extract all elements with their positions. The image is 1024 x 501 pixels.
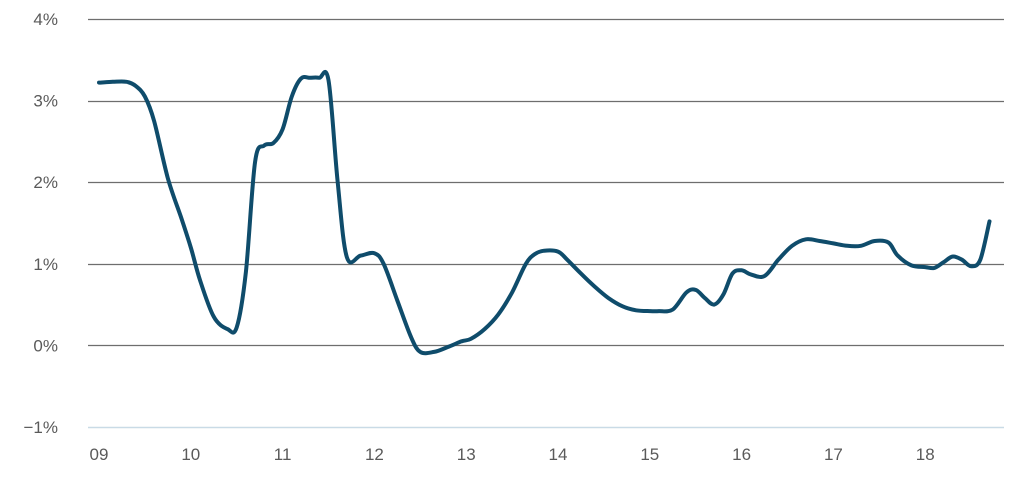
- y-tick-label: 2%: [33, 173, 58, 192]
- y-tick-label: 0%: [33, 336, 58, 355]
- x-tick-label: 13: [457, 445, 476, 464]
- x-tick-label: 14: [549, 445, 568, 464]
- x-tick-label: 16: [732, 445, 751, 464]
- x-tick-label: 09: [90, 445, 109, 464]
- x-tick-label: 15: [640, 445, 659, 464]
- x-tick-label: 18: [916, 445, 935, 464]
- x-axis-tick-labels: 09 10 11 12 13 14 15 16 17 18: [90, 445, 935, 464]
- y-tick-label: −1%: [24, 418, 59, 437]
- x-tick-label: 12: [365, 445, 384, 464]
- x-tick-label: 10: [181, 445, 200, 464]
- y-tick-label: 4%: [33, 10, 58, 29]
- y-tick-label: 3%: [33, 92, 58, 111]
- x-tick-label: 11: [274, 445, 292, 464]
- series-group: [97, 69, 992, 356]
- y-tick-label: 1%: [33, 255, 58, 274]
- x-tick-label: 17: [824, 445, 843, 464]
- y-axis-tick-labels: 4% 3% 2% 1% 0% −1%: [24, 10, 59, 437]
- series-line-0: [97, 69, 992, 356]
- gridlines: [88, 18, 1004, 429]
